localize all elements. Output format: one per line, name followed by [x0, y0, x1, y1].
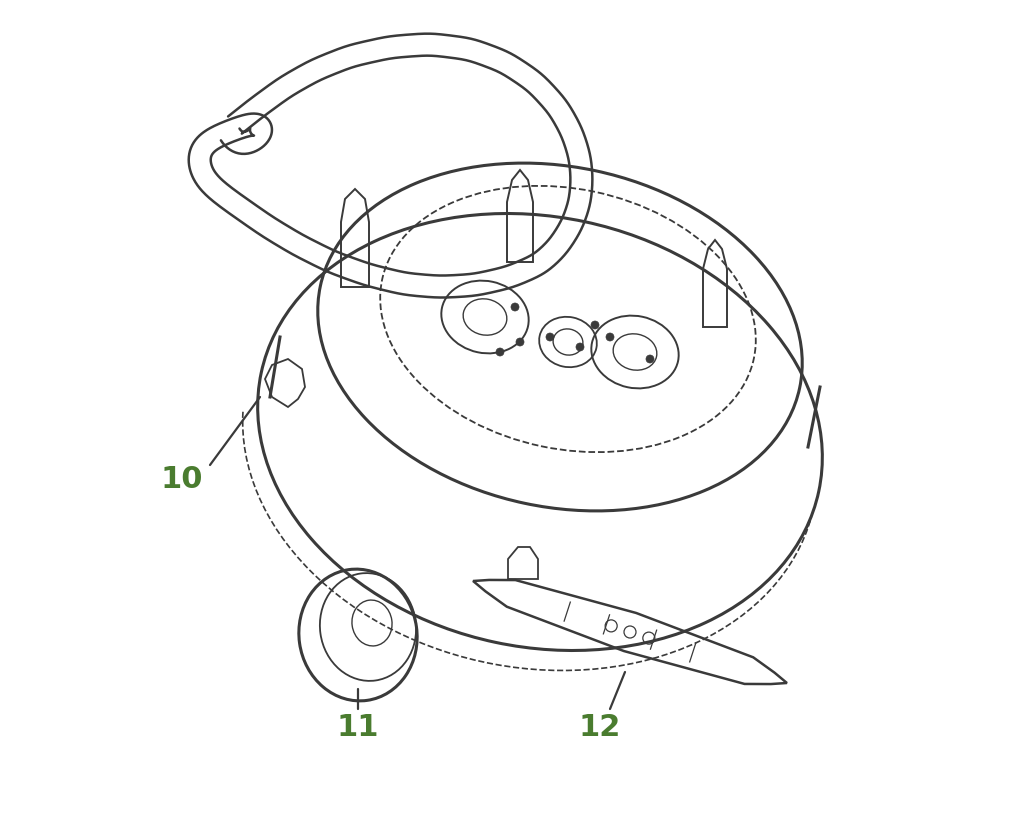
Circle shape	[496, 348, 503, 356]
Circle shape	[546, 333, 554, 342]
Text: 10: 10	[161, 465, 203, 494]
Circle shape	[516, 338, 524, 347]
Circle shape	[591, 322, 599, 330]
Circle shape	[646, 356, 654, 364]
Text: 12: 12	[579, 713, 622, 742]
Circle shape	[606, 333, 614, 342]
Circle shape	[576, 343, 584, 351]
Circle shape	[511, 304, 519, 312]
Text: 11: 11	[337, 713, 379, 742]
